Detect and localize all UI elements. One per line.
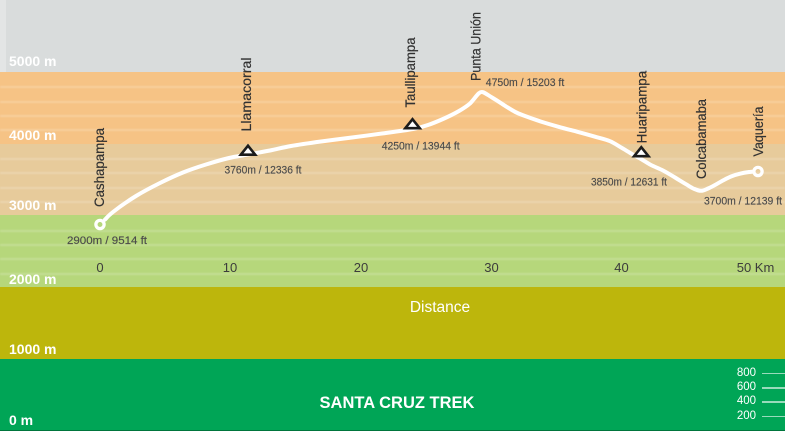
svg-text:Vaquería: Vaquería — [750, 106, 766, 156]
svg-text:4250m / 13944 ft: 4250m / 13944 ft — [382, 141, 460, 153]
svg-text:Huaripampa: Huaripampa — [634, 71, 650, 144]
svg-text:Llamacorral: Llamacorral — [238, 58, 254, 132]
svg-text:Colcabamaba: Colcabamaba — [693, 99, 709, 179]
svg-text:4750m / 15203 ft: 4750m / 15203 ft — [486, 77, 565, 89]
svg-text:3850m / 12631 ft: 3850m / 12631 ft — [591, 177, 667, 189]
svg-text:2900m / 9514 ft: 2900m / 9514 ft — [67, 235, 147, 247]
svg-text:3760m / 12336 ft: 3760m / 12336 ft — [225, 165, 302, 177]
svg-text:Taullipampa: Taullipampa — [402, 37, 418, 107]
svg-text:3700m / 12139 ft: 3700m / 12139 ft — [704, 196, 782, 208]
svg-text:Punta Unión: Punta Unión — [467, 12, 483, 81]
svg-text:Cashapampa: Cashapampa — [91, 128, 107, 207]
